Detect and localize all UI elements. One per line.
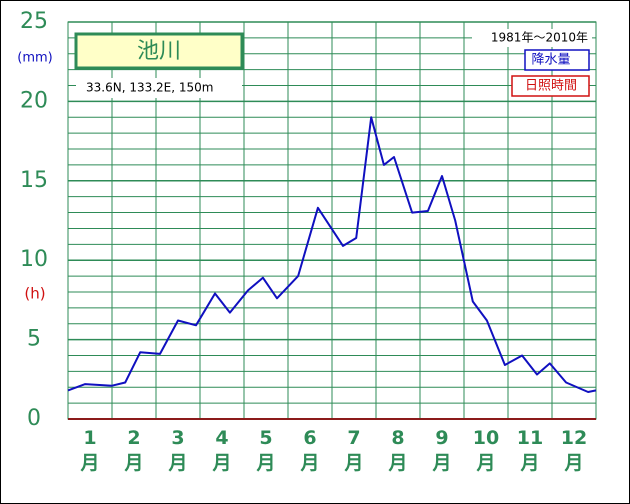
period-box xyxy=(472,29,592,47)
series-line xyxy=(67,116,597,393)
x-tick-label: 11 月 xyxy=(517,427,543,474)
x-tick-label: 12 月 xyxy=(561,427,587,474)
y-tick-label: 20 xyxy=(20,88,48,113)
y-tick-label: 25 xyxy=(20,9,48,34)
subtitle-box xyxy=(76,78,242,98)
period: 1981年～2010年 xyxy=(491,31,588,45)
legend-box xyxy=(524,49,590,71)
legend-box xyxy=(511,75,590,97)
subtitle: 33.6N, 133.2E, 150m xyxy=(86,81,213,95)
chart-title: 池川 xyxy=(137,39,181,64)
y-tick-label: 10 xyxy=(20,247,48,272)
y-label: (mm) xyxy=(17,51,52,66)
x-tick-label: 10 月 xyxy=(473,427,499,474)
y-tick-label: 5 xyxy=(27,327,41,352)
title-box xyxy=(74,32,244,70)
legend-label: 降水量 xyxy=(531,53,570,68)
legend-label: 日照時間 xyxy=(525,79,577,94)
y-tick-label: 0 xyxy=(27,406,41,431)
y2-label: (h) xyxy=(24,285,45,303)
y-tick-label: 15 xyxy=(20,168,48,193)
